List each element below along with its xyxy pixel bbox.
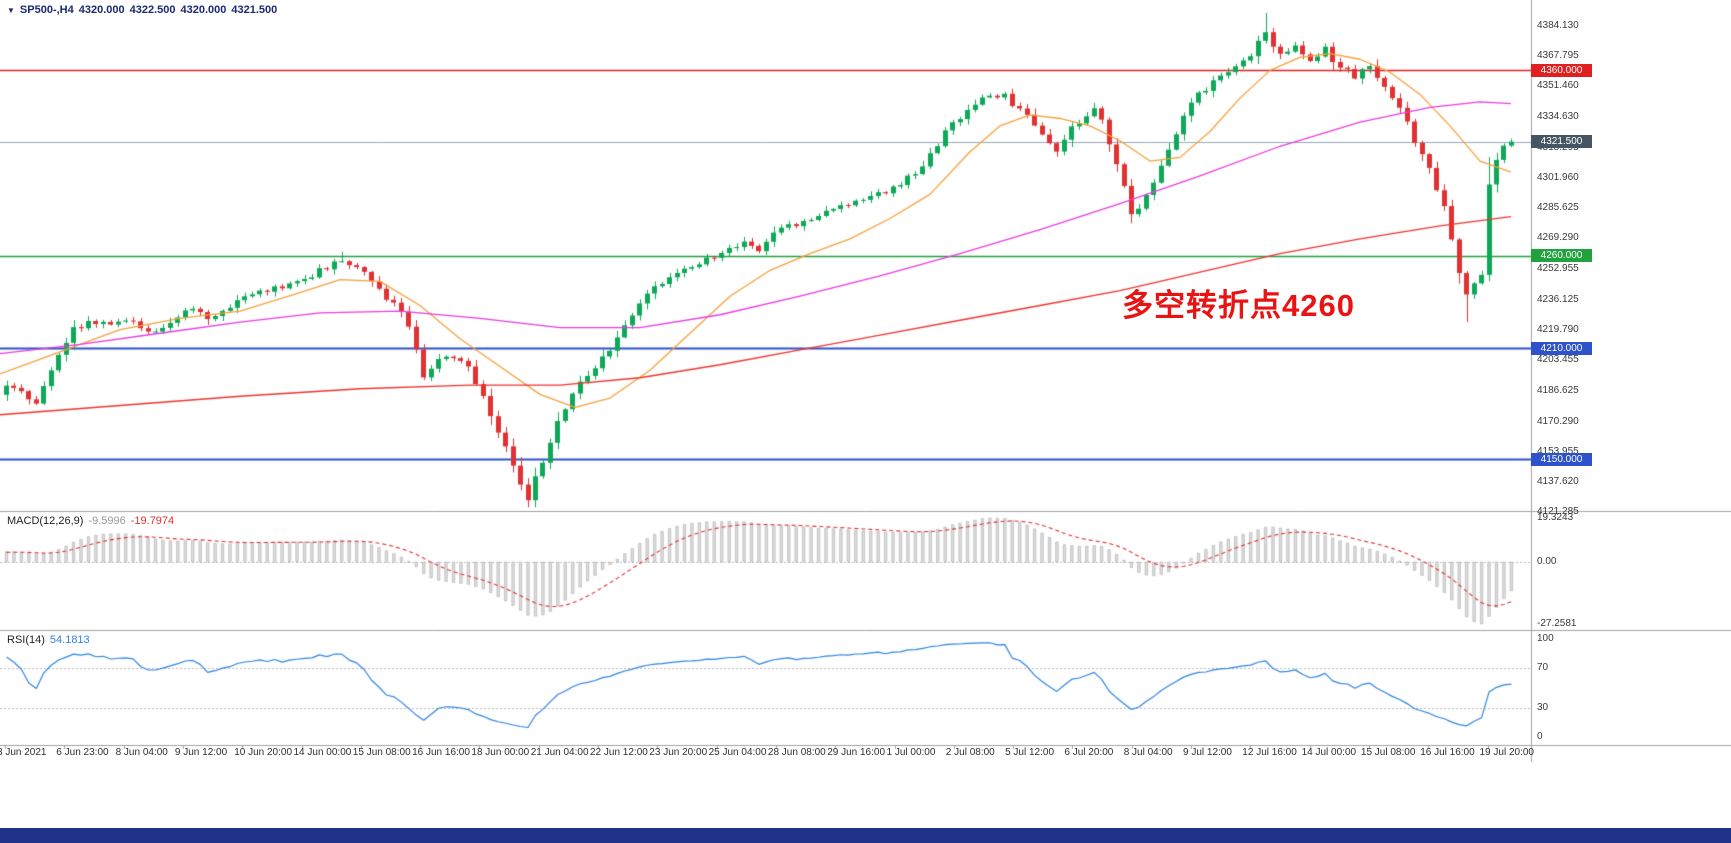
rsi-value: 54.1813 — [49, 634, 90, 646]
ohlc-low: 4320.000 — [180, 4, 227, 16]
rsi-header: RSI(14) 54.1813 — [7, 634, 95, 646]
rsi-label: RSI(14) — [7, 634, 45, 646]
macd-label: MACD(12,26,9) — [7, 515, 84, 527]
macd-value-signal: -19.7974 — [130, 515, 175, 527]
collapse-chart-icon[interactable]: ▼ — [7, 6, 15, 15]
ohlc-high: 4322.500 — [129, 4, 176, 16]
footer-bar — [0, 828, 1731, 843]
symbol-timeframe-label: SP500-,H4 — [19, 4, 74, 16]
annotation-text[interactable]: 多空转折点4260 — [1122, 288, 1355, 323]
ohlc-close: 4321.500 — [231, 4, 278, 16]
ohlc-open: 4320.000 — [78, 4, 125, 16]
macd-value-main: -9.5996 — [88, 515, 126, 527]
chart-header: ▼ SP500-,H4 4320.000 4322.500 4320.000 4321.5… — [7, 4, 282, 16]
macd-header: MACD(12,26,9) -9.5996 -19.7974 — [7, 515, 179, 527]
